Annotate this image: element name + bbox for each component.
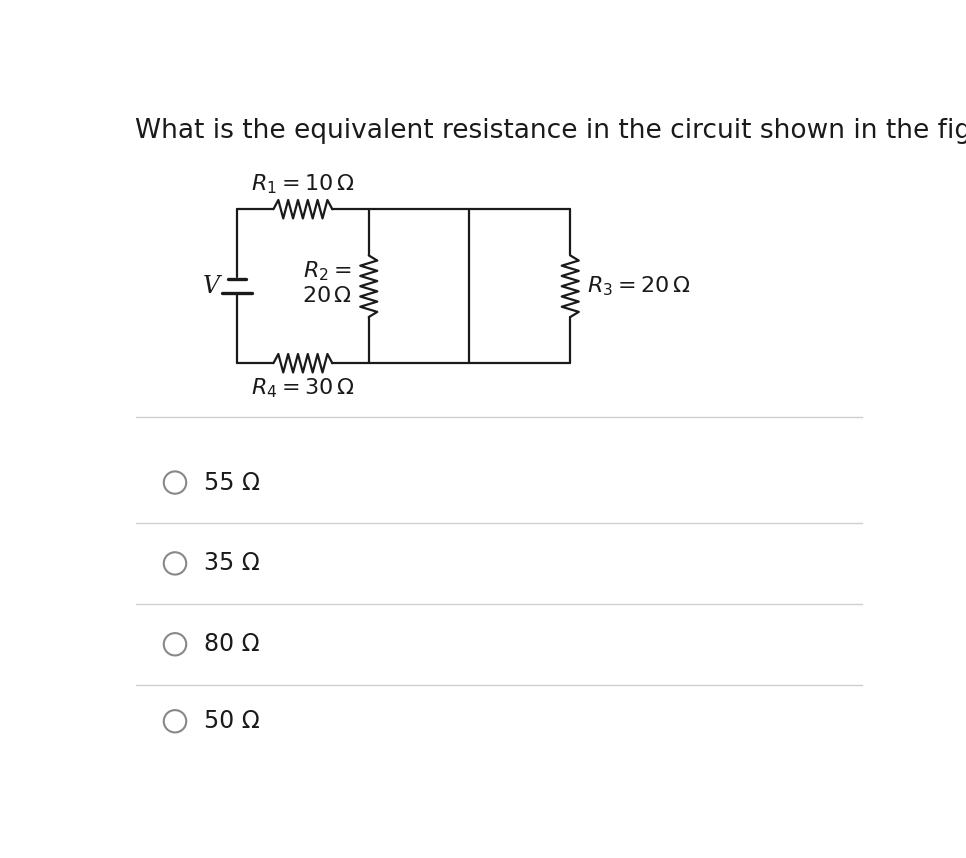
Text: What is the equivalent resistance in the circuit shown in the figure?: What is the equivalent resistance in the… bbox=[134, 118, 966, 144]
Text: $R_4 = 30\,\Omega$: $R_4 = 30\,\Omega$ bbox=[251, 377, 355, 400]
Text: 35 Ω: 35 Ω bbox=[205, 552, 260, 576]
Text: 50 Ω: 50 Ω bbox=[205, 710, 260, 734]
Text: 55 Ω: 55 Ω bbox=[205, 470, 261, 494]
Text: $R_2 =$
$20\,\Omega$: $R_2 =$ $20\,\Omega$ bbox=[301, 259, 352, 305]
Text: 80 Ω: 80 Ω bbox=[205, 632, 260, 656]
Text: $R_1 = 10\,\Omega$: $R_1 = 10\,\Omega$ bbox=[251, 172, 355, 196]
Text: $R_3 = 20\,\Omega$: $R_3 = 20\,\Omega$ bbox=[587, 275, 691, 298]
Text: V: V bbox=[203, 275, 220, 298]
